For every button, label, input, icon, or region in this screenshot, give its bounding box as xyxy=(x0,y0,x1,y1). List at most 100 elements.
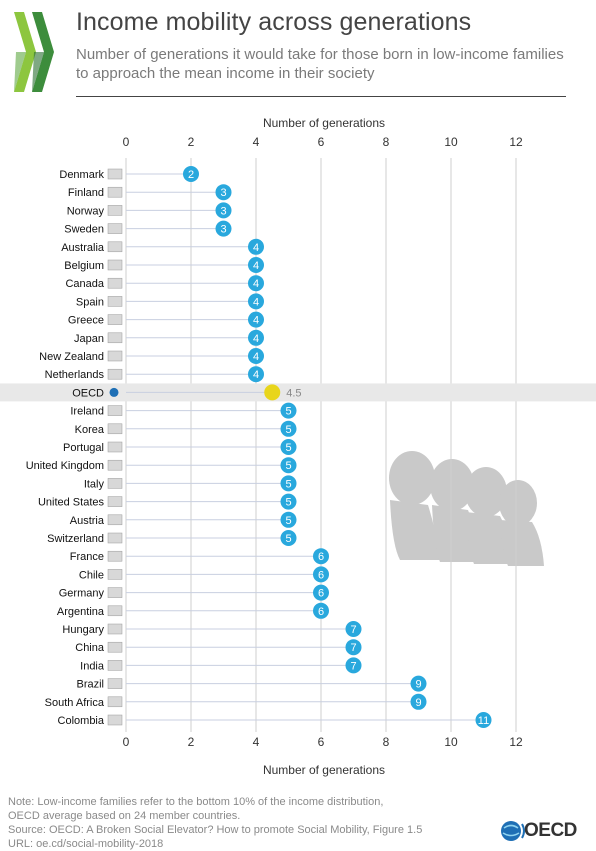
data-label: 4 xyxy=(253,296,259,308)
value-marker xyxy=(248,366,264,383)
flag-swatch xyxy=(107,678,123,689)
flag-icon xyxy=(107,296,123,307)
country-label: Hungary xyxy=(62,624,104,636)
country-label: Sweden xyxy=(64,224,104,236)
flag-swatch xyxy=(107,241,123,253)
country-label: United Kingdom xyxy=(26,460,104,472)
country-label: Ireland xyxy=(70,406,104,418)
data-label: 6 xyxy=(318,606,324,618)
flag-icon xyxy=(107,332,123,344)
country-label: Korea xyxy=(75,424,105,436)
country-label: Colombia xyxy=(58,715,105,727)
value-marker xyxy=(313,602,329,619)
value-marker xyxy=(215,184,232,201)
flag-swatch xyxy=(107,496,123,507)
x-tick-label-top: 2 xyxy=(188,135,195,149)
flag-icon xyxy=(107,186,123,198)
flag-swatch xyxy=(107,186,123,198)
grid-lines xyxy=(125,158,517,732)
country-label: Austria xyxy=(70,515,105,527)
country-label: Spain xyxy=(76,296,104,308)
flag-swatch xyxy=(107,714,123,726)
country-label: Netherlands xyxy=(45,369,105,381)
x-tick-label-bottom: 8 xyxy=(383,735,390,749)
flag-icon xyxy=(107,569,123,580)
flag-icon xyxy=(107,277,123,289)
note-line: Note: Low-income families refer to the b… xyxy=(8,796,384,808)
x-tick-label-bottom: 2 xyxy=(188,735,195,749)
oecd-average-marker xyxy=(264,384,281,401)
value-marker xyxy=(410,693,427,710)
flag-icon xyxy=(107,641,123,653)
country-label: China xyxy=(75,642,105,654)
note-line: URL: oe.cd/social-mobility-2018 xyxy=(8,838,164,850)
page-subtitle: Number of generations it would take for … xyxy=(76,46,564,82)
x-axis-title-bottom: Number of generations xyxy=(262,763,386,777)
tick-labels: 0 0 2 2 4 4 6 6 8 8 10 10 12 12 xyxy=(123,135,523,749)
data-label: 5 xyxy=(285,406,291,418)
x-tick-label-bottom: 4 xyxy=(253,735,260,749)
data-label: 5 xyxy=(285,460,291,472)
dot-chart: Denmark 2 Finland 3 Norway 3 Sweden 3 Australia 4… xyxy=(0,135,596,749)
oecd-globe-icon xyxy=(109,387,119,397)
flag-icon xyxy=(107,714,123,726)
x-tick-label-top: 0 xyxy=(123,135,130,149)
flag-swatch xyxy=(107,405,123,416)
value-marker xyxy=(248,257,264,273)
flag-icon xyxy=(107,550,123,562)
value-marker xyxy=(280,402,297,419)
note-line: OECD average based on 24 member countrie… xyxy=(8,810,241,822)
data-label: 9 xyxy=(415,679,421,691)
data-label: 4 xyxy=(253,260,259,272)
data-label: 7 xyxy=(350,642,356,654)
country-label: Brazil xyxy=(76,679,104,691)
flag-icon xyxy=(107,678,123,689)
value-marker xyxy=(280,420,297,437)
country-label: Belgium xyxy=(64,260,104,272)
data-label: 6 xyxy=(318,551,324,563)
flag-icon xyxy=(107,441,123,453)
flag-swatch xyxy=(107,332,123,344)
flag-icon xyxy=(107,496,123,507)
flag-swatch xyxy=(107,459,123,471)
data-label: 4 xyxy=(253,278,259,290)
value-marker xyxy=(215,220,232,237)
data-label: 3 xyxy=(220,205,226,217)
country-label: Chile xyxy=(79,569,104,581)
flag-icon xyxy=(107,205,123,216)
country-label: Italy xyxy=(84,478,105,490)
country-label: Japan xyxy=(74,333,104,345)
flag-icon xyxy=(107,350,123,362)
flag-swatch xyxy=(107,550,123,562)
flag-icon xyxy=(107,587,123,598)
page-title: Income mobility across generations xyxy=(76,8,472,36)
flag-icon xyxy=(107,259,123,271)
x-tick-label-bottom: 6 xyxy=(318,735,325,749)
oecd-logo-text: OECD xyxy=(524,820,577,841)
flag-swatch xyxy=(107,296,123,307)
country-label: France xyxy=(70,551,104,563)
family-silhouette-illustration xyxy=(389,451,544,566)
flag-swatch xyxy=(107,605,123,617)
data-label: 6 xyxy=(318,569,324,581)
flag-swatch xyxy=(107,423,123,435)
x-tick-label-top: 6 xyxy=(318,135,325,149)
flag-icon xyxy=(107,623,123,635)
data-label: 9 xyxy=(415,697,421,709)
flag-icon xyxy=(107,532,123,544)
value-marker xyxy=(248,238,264,255)
country-label: Finland xyxy=(68,187,104,199)
value-marker xyxy=(280,493,297,510)
data-label: 6 xyxy=(318,588,324,600)
flag-icon xyxy=(107,423,123,435)
value-marker xyxy=(313,566,329,583)
flag-icon xyxy=(107,168,123,180)
value-marker xyxy=(313,548,329,565)
flag-icon xyxy=(107,660,123,671)
country-label: Norway xyxy=(67,205,105,217)
x-tick-label-bottom: 12 xyxy=(509,735,523,749)
data-label: 5 xyxy=(285,442,291,454)
country-label: Canada xyxy=(65,278,104,290)
country-label: Germany xyxy=(59,588,105,600)
flag-swatch xyxy=(107,532,123,544)
